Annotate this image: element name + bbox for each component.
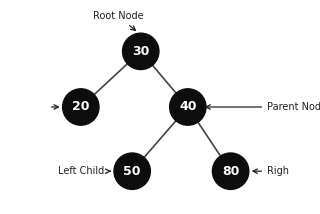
Circle shape: [123, 33, 159, 70]
Text: 20: 20: [72, 101, 90, 113]
Text: 50: 50: [124, 165, 141, 178]
Circle shape: [114, 153, 150, 189]
Text: Left Child: Left Child: [58, 166, 110, 176]
Text: 40: 40: [179, 101, 196, 113]
Circle shape: [170, 89, 206, 125]
Circle shape: [212, 153, 249, 189]
Text: 30: 30: [132, 45, 149, 58]
Text: Righ: Righ: [253, 166, 289, 176]
Text: 80: 80: [222, 165, 239, 178]
Text: Parent Node: Parent Node: [206, 102, 320, 112]
Text: Root Node: Root Node: [93, 11, 144, 30]
Circle shape: [63, 89, 99, 125]
